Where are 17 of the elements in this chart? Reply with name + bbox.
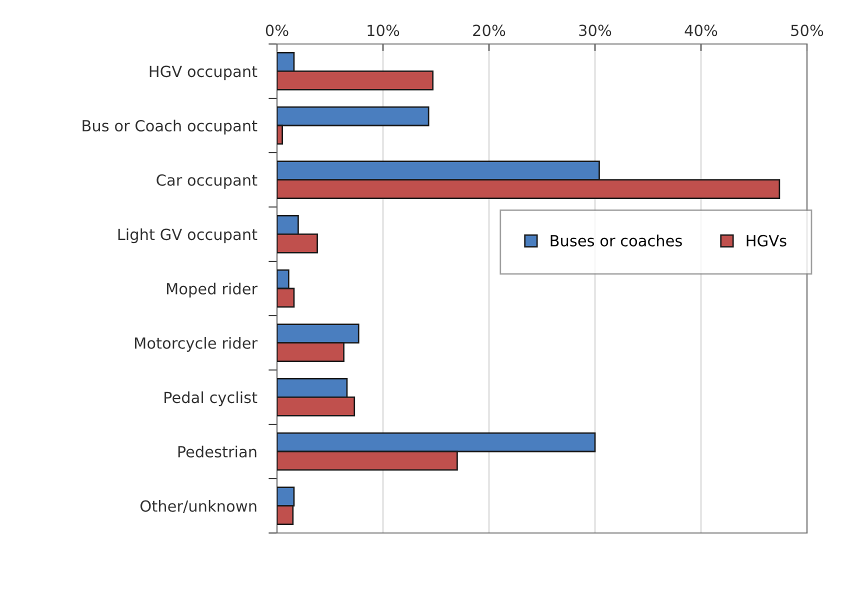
x-tick-label: 20% [473, 24, 506, 36]
y-tick-label: HGV occupant [150, 66, 258, 80]
y-tick-label: Light GV occupant [118, 228, 258, 244]
legend-label: HGVs [746, 234, 786, 246]
x-tick-label: 30% [579, 24, 612, 36]
y-tick-label: Pedestrian [178, 446, 256, 458]
y-tick-label: Motorcycle rider [135, 337, 258, 352]
y-tick-label: Bus or Coach occupant [82, 120, 258, 134]
y-tick-label: Moped rider [166, 282, 258, 298]
legend-label: Buses or coaches [550, 234, 682, 246]
y-tick-label: Car occupant [156, 174, 258, 189]
y-tick-label: Pedal cyclist [164, 391, 258, 406]
x-tick-label: 50% [791, 24, 824, 36]
x-tick-label: 0% [266, 24, 288, 36]
y-tick-label: Other/unknown [140, 500, 256, 514]
x-tick-label: 40% [684, 24, 718, 36]
x-tick-label: 10% [368, 24, 400, 36]
